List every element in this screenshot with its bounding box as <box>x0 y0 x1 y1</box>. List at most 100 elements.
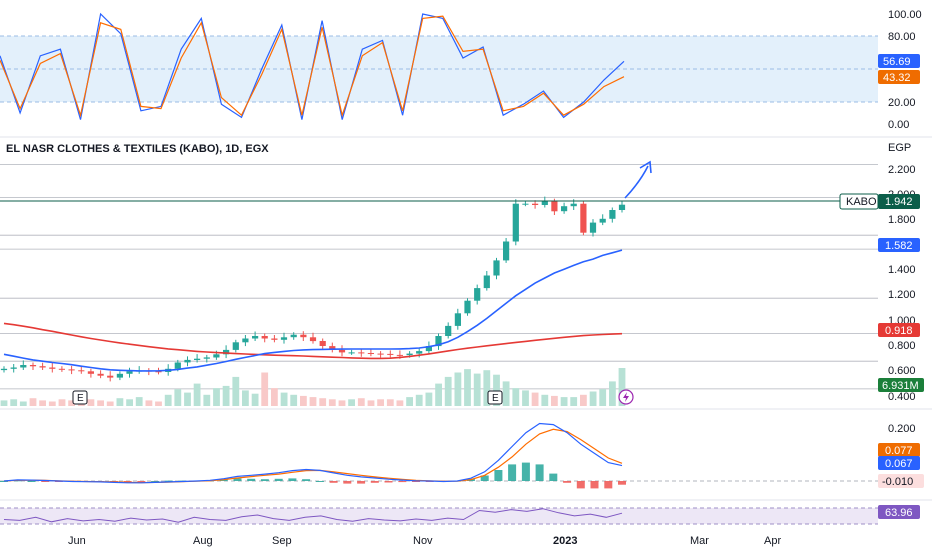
macd-hist-tag <box>878 474 924 488</box>
volume-bar <box>97 400 104 406</box>
earnings-badge-2[interactable] <box>487 390 503 405</box>
ma-slow-tag <box>878 323 920 337</box>
macd-signal-value: 0.077 <box>885 445 913 457</box>
stoch-d-line <box>0 15 625 118</box>
ma-fast-value: 1.582 <box>885 240 913 252</box>
last-price-value: 1.942 <box>885 196 913 208</box>
candle <box>503 241 510 261</box>
volume-bar <box>164 394 172 406</box>
macd-histogram-bar <box>618 481 626 485</box>
price-pane: EL NASR CLOTHES & TEXTILES (KABO), 1D, E… <box>0 143 878 406</box>
macd-value: 0.067 <box>885 458 913 470</box>
macd-histogram-bar <box>151 481 160 482</box>
volume-bar <box>19 401 27 406</box>
candle <box>541 201 548 205</box>
macd-histogram-bar <box>288 478 297 481</box>
volume-bar <box>184 392 191 406</box>
macd-histogram-bar <box>315 481 324 482</box>
volume-bar <box>280 392 288 406</box>
candle <box>194 358 201 360</box>
volume-bar <box>300 395 307 406</box>
time-axis[interactable]: Jun Aug Sep Nov 2023 Mar Apr <box>68 535 781 547</box>
candle <box>68 369 75 371</box>
candle <box>425 346 432 352</box>
volume-bar <box>502 381 510 406</box>
price-y-axis[interactable]: EGP 2.200 2.000 1.800 1.400 1.200 1.000 … <box>839 142 924 403</box>
candle <box>474 288 481 301</box>
candle <box>309 337 317 342</box>
stoch-tick-100: 100.00 <box>888 9 922 21</box>
volume-bar <box>357 398 365 406</box>
candle <box>493 260 500 276</box>
macd-histogram-bar <box>274 478 283 481</box>
price-tick-1200: 1.200 <box>888 289 916 301</box>
stoch-d-tag <box>878 70 920 84</box>
volume-bar <box>309 397 317 406</box>
projection-arrow[interactable] <box>624 165 649 199</box>
macd-histogram-bar <box>590 481 599 489</box>
macd-histogram-bar <box>604 481 613 489</box>
macd-histogram-bar <box>370 481 379 483</box>
volume-bar <box>271 388 278 406</box>
flash-icon <box>623 392 629 402</box>
macd-histogram-bar <box>521 462 530 481</box>
volume-bar <box>290 394 298 406</box>
candle <box>290 334 297 338</box>
macd-histogram-bar <box>137 481 146 482</box>
candle <box>39 366 46 368</box>
volume-bar <box>580 394 587 406</box>
candle <box>483 275 490 289</box>
candle <box>387 353 394 355</box>
time-tick-aug: Aug <box>193 535 213 547</box>
macd-signal-tag <box>878 443 920 457</box>
ma-fast-tag <box>878 238 920 252</box>
volume-bar <box>589 391 597 406</box>
ma-fast-line <box>3 249 623 372</box>
volume-bar <box>68 400 75 406</box>
earnings-badge-1[interactable] <box>72 390 88 405</box>
volume-bar <box>242 390 249 406</box>
macd-histogram-bar <box>343 481 352 484</box>
volume-bar <box>328 399 336 406</box>
candle <box>242 338 249 343</box>
macd-histogram-bar <box>302 479 311 481</box>
ma-slow-line <box>3 322 623 360</box>
stoch-tick-80: 80.00 <box>888 31 916 43</box>
volume-bar <box>560 397 568 406</box>
candle <box>203 357 210 359</box>
volume-bar <box>10 399 18 406</box>
candle <box>223 349 230 355</box>
macd-histogram-bar <box>0 481 8 482</box>
volume-bar <box>126 399 133 406</box>
candle <box>348 352 355 354</box>
volume-bar <box>222 385 230 406</box>
earnings-badge-2-label: E <box>492 393 499 404</box>
candle <box>116 373 123 378</box>
volume-value: 6.931M <box>882 380 919 392</box>
macd-histogram-bar <box>123 481 132 482</box>
macd-pane <box>0 422 878 489</box>
volume-bar <box>39 400 46 406</box>
macd-histogram-bar <box>164 480 173 482</box>
candle <box>464 300 471 314</box>
volume-bar <box>87 399 95 406</box>
candle <box>184 359 191 363</box>
candle <box>416 351 423 354</box>
macd-histogram-bar <box>508 464 517 481</box>
candle <box>445 325 452 336</box>
volume-bar <box>425 392 433 406</box>
volume-bar <box>406 397 413 406</box>
candle <box>580 203 587 233</box>
candle <box>435 336 442 347</box>
volume-bar <box>48 401 56 406</box>
symbol-tag-label: KABO <box>846 196 877 208</box>
volume-bar <box>193 383 201 406</box>
macd-histogram-bar <box>233 478 242 481</box>
time-tick-mar: Mar <box>690 535 709 547</box>
volume-bar <box>435 383 442 406</box>
rsi-value: 63.96 <box>885 507 913 519</box>
candle <box>20 365 27 368</box>
candle <box>155 371 162 373</box>
candle <box>174 362 181 369</box>
